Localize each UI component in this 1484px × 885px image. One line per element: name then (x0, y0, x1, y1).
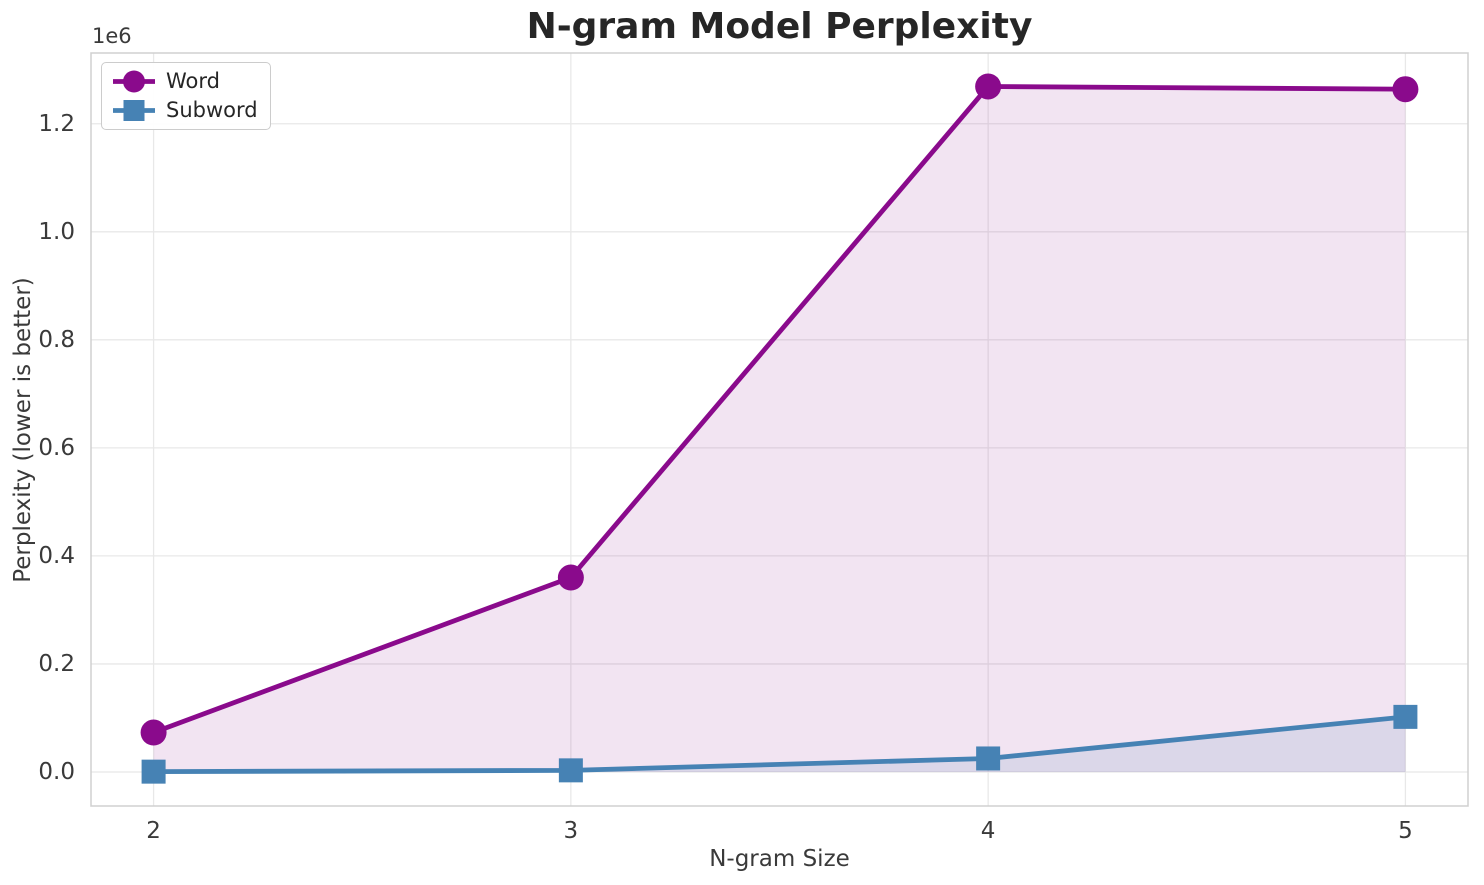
x-tick-label-5: 5 (1398, 818, 1413, 844)
legend-label-subword: Subword (166, 98, 258, 122)
marker-word-n2 (140, 719, 167, 746)
marker-subword-n3 (558, 758, 583, 783)
y-axis-offset-text: 1e6 (92, 24, 132, 48)
series-line-subword (151, 714, 1408, 775)
fill-layer (153, 86, 1406, 772)
marker-subword-n4 (976, 746, 1001, 771)
marker-word-n5 (1392, 76, 1419, 103)
y-tick-label-0.2: 0.2 (38, 650, 75, 677)
marker-word-n4 (975, 73, 1002, 100)
marker-subword-n5 (1393, 704, 1418, 729)
y-axis-label: Perplexity (lower is better) (10, 277, 36, 583)
y-tick-label-0.0: 0.0 (38, 758, 75, 785)
legend-item-subword: Subword (112, 97, 258, 124)
x-tick-label-4: 4 (980, 818, 996, 844)
area-fill-subword (153, 716, 1406, 772)
line-layer (151, 84, 1408, 775)
legend-label-word: Word (166, 69, 220, 93)
y-tick-label-0.4: 0.4 (38, 542, 75, 569)
chart-title: N-gram Model Perplexity (526, 6, 1033, 47)
plot-border (90, 52, 1469, 807)
legend: Word Subword (101, 62, 271, 130)
legend-item-word: Word (112, 68, 258, 95)
legend-marker-subword-square-icon (113, 100, 155, 121)
marker-layer (140, 73, 1419, 784)
x-tick-label-3: 3 (563, 818, 579, 844)
y-tick-label-0.8: 0.8 (38, 326, 75, 353)
legend-marker-word-circle-icon (113, 70, 155, 93)
y-tick-label-1.2: 1.2 (38, 110, 75, 137)
series-line-word (151, 84, 1408, 735)
area-fill-word (153, 86, 1406, 772)
x-tick-label-2: 2 (146, 818, 161, 844)
grid-layer (91, 53, 1468, 806)
x-axis-label: N-gram Size (709, 846, 850, 872)
y-tick-label-1.0: 1.0 (38, 218, 75, 245)
y-tick-label-0.6: 0.6 (38, 434, 75, 461)
marker-word-n3 (557, 564, 584, 591)
marker-subword-n2 (141, 759, 166, 784)
